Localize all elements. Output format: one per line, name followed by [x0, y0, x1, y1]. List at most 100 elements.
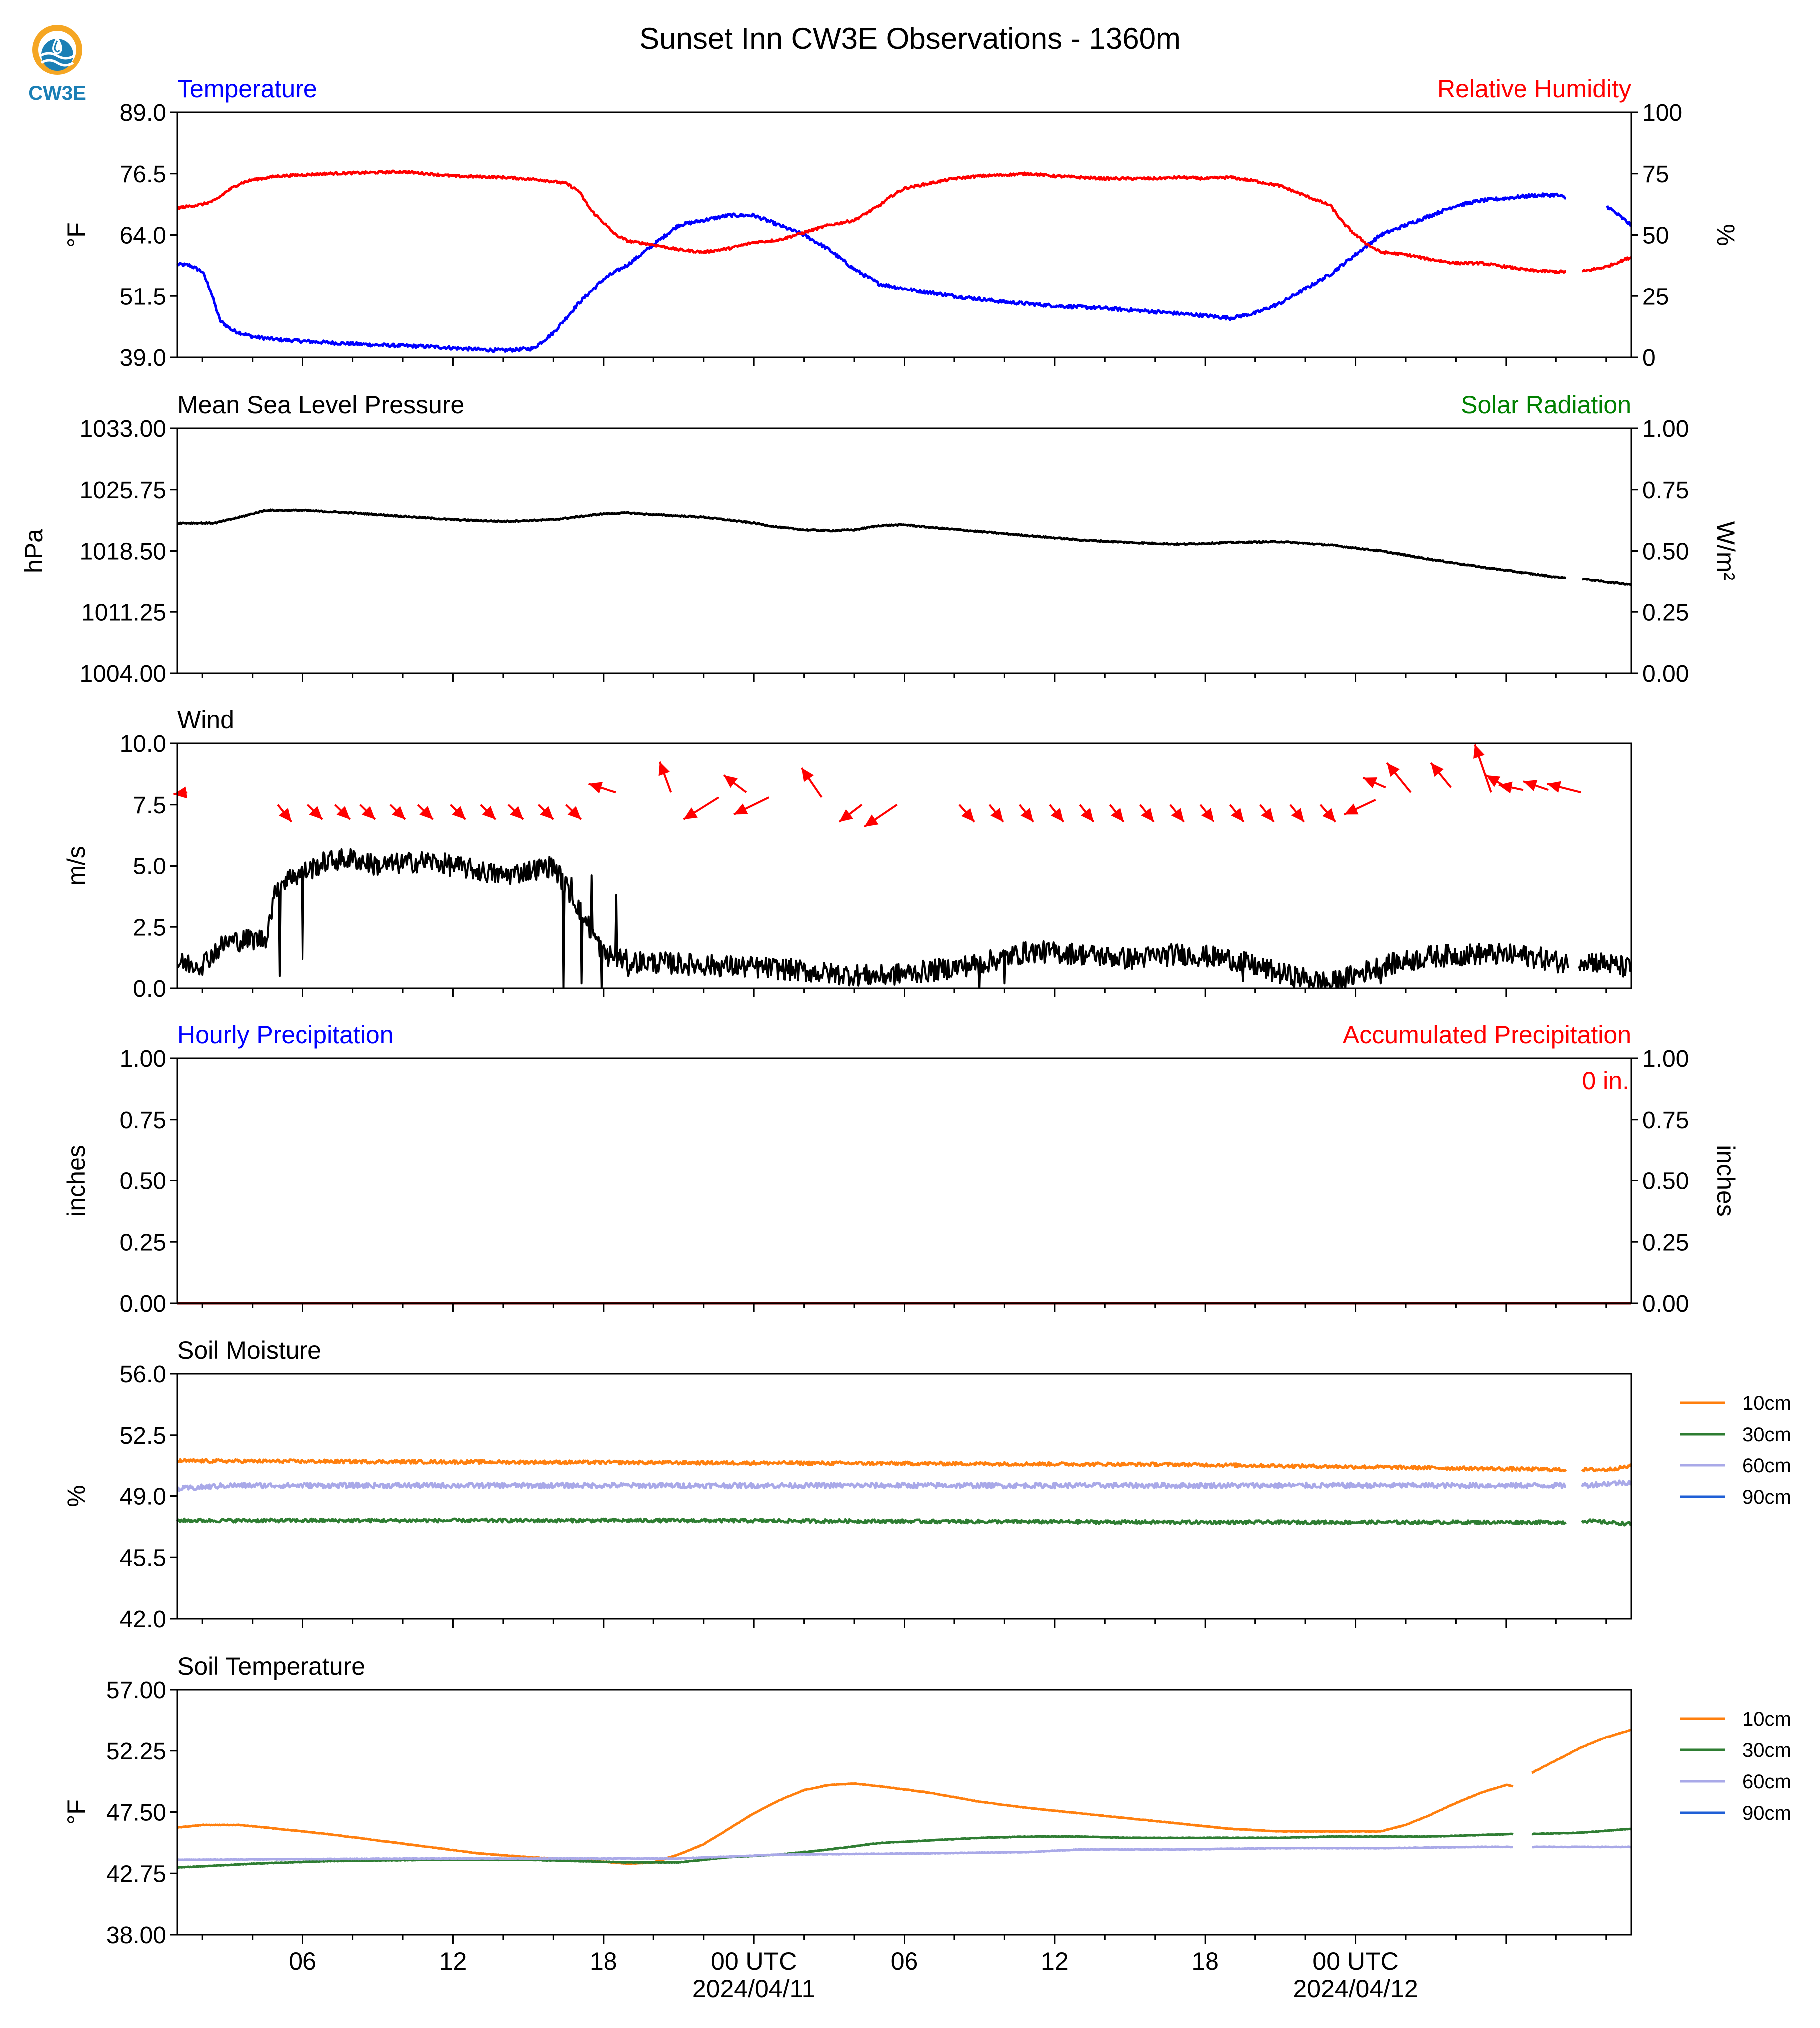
y-tick-label: 1011.25	[81, 599, 166, 626]
y-tick-label-right: 1.00	[1642, 1046, 1689, 1072]
y-tick-label: 0.00	[120, 1291, 166, 1317]
wind-arrow-head	[990, 808, 1003, 822]
wind-arrow-head	[1291, 808, 1304, 822]
y-tick-label-right: 0	[1642, 345, 1656, 371]
wind-arrow-head	[1473, 744, 1485, 759]
panel-title-right: Accumulated Precipitation	[1343, 1021, 1631, 1049]
logo-text: CW3E	[28, 82, 86, 104]
y-tick-label-right: 100	[1642, 100, 1682, 126]
wind-arrow-head	[1523, 780, 1538, 791]
wind-arrows	[173, 744, 1582, 828]
x-tick-label: 12	[439, 1947, 467, 1975]
x-tick-label: 12	[1041, 1947, 1069, 1975]
series-line-wind	[177, 848, 1632, 989]
wind-arrow-head	[1111, 808, 1124, 822]
y-tick-label: 2.5	[133, 914, 166, 941]
y-tick-label-right: 0.00	[1642, 1291, 1689, 1317]
y-tick-label-right: 0.75	[1642, 1107, 1689, 1134]
y-tick-label-right: 25	[1642, 284, 1669, 310]
wind-arrow-head	[1344, 803, 1359, 815]
y-tick-label: 0.75	[120, 1107, 166, 1134]
wind-arrow-head	[1020, 808, 1034, 822]
y-tick-label: 38.00	[106, 1922, 166, 1949]
wind-arrow-head	[1141, 808, 1154, 822]
wind-arrow-head	[1081, 808, 1094, 822]
wind-arrow-head	[658, 761, 670, 776]
wind-arrow-head	[309, 806, 323, 820]
wind-arrow-head	[419, 806, 433, 820]
panel-title-left: Hourly Precipitation	[177, 1021, 394, 1049]
series-line-60cm	[176, 1479, 1632, 1492]
y-tick-label: 39.0	[120, 345, 166, 371]
panel-precip: 1.00 0.75 0.50 0.25 0.00 1.00 0.75 0.50 0.25 0.00…	[62, 1021, 1740, 1317]
wind-arrow-head	[1387, 763, 1400, 777]
y-tick-label: 52.5	[120, 1423, 166, 1449]
legend-label: 10cm	[1742, 1392, 1791, 1414]
wind-arrow-head	[361, 806, 375, 820]
panel-title-left: Temperature	[177, 75, 317, 103]
legend-label: 60cm	[1742, 1455, 1791, 1477]
x-tick-label: 00 UTC	[711, 1947, 797, 1975]
y-axis-label: %	[62, 1485, 90, 1507]
cw3e-logo	[32, 25, 82, 75]
x-tick-label: 06	[891, 1947, 918, 1975]
y-tick-label-right: 0.75	[1642, 477, 1689, 504]
series-line-mean-sea-level-pressure	[176, 508, 1632, 586]
series-line-temperature	[176, 192, 1633, 353]
y-tick-label: 57.00	[106, 1677, 166, 1704]
wind-arrow-head	[336, 806, 350, 820]
y-tick-label: 42.75	[106, 1861, 166, 1887]
panel-title-left: Soil Temperature	[177, 1652, 365, 1680]
accumulated-total-label: 0 in.	[1582, 1067, 1629, 1095]
y-tick-label: 5.0	[133, 854, 166, 880]
x-tick-label: 18	[590, 1947, 617, 1975]
wind-arrow-head	[723, 775, 738, 788]
y-axis-label: m/s	[62, 846, 90, 886]
y-tick-label: 0.0	[133, 976, 166, 1002]
wind-arrow-head	[1050, 808, 1064, 822]
y-tick-label: 64.0	[120, 223, 166, 249]
wind-arrow-head	[452, 806, 466, 820]
panel-temp_rh: 89.0 76.5 64.0 51.5 39.0 100 75 50 25 0 Temperatur…	[62, 75, 1740, 371]
x-date-label: 2024/04/11	[692, 1975, 816, 2003]
y-axis-label: °F	[62, 1799, 90, 1825]
legend-label: 90cm	[1742, 1802, 1791, 1824]
y-tick-label-right: 0.50	[1642, 1168, 1689, 1195]
panel-wind: 10.0 7.5 5.0 2.5 0.0 Wind m/s	[62, 706, 1632, 1002]
legend-label: 10cm	[1742, 1708, 1791, 1730]
y-tick-label-right: 0.50	[1642, 539, 1689, 565]
y-tick-label: 45.5	[120, 1545, 166, 1571]
y-tick-label-right: 50	[1642, 223, 1669, 249]
wind-arrow-head	[1547, 781, 1561, 793]
y-tick-label: 52.25	[106, 1738, 166, 1765]
y-tick-label: 76.5	[120, 161, 166, 188]
y-tick-label-right: 75	[1642, 161, 1669, 188]
panel-title-right: Solar Radiation	[1461, 391, 1631, 419]
wind-arrow-head	[1431, 763, 1444, 777]
panel-pressure: 1033.00 1025.75 1018.50 1011.25 1004.00 1.00 0…	[20, 391, 1740, 687]
panel-soil_temp: 57.00 52.25 47.50 42.75 38.00 Soil Temperatur…	[62, 1652, 1791, 2003]
y-tick-label-right: 1.00	[1642, 416, 1689, 442]
wind-arrow-head	[1322, 808, 1336, 822]
panel-title-left: Mean Sea Level Pressure	[177, 391, 464, 419]
x-tick-label: 00 UTC	[1312, 1947, 1398, 1975]
y-tick-label: 7.5	[133, 792, 166, 819]
panel-title-left: Soil Moisture	[177, 1336, 321, 1364]
y-tick-label: 1018.50	[79, 539, 166, 565]
figure-title: Sunset Inn CW3E Observations - 1360m	[639, 22, 1181, 55]
y-tick-label: 10.0	[120, 731, 166, 757]
wind-arrow-head	[1171, 808, 1184, 822]
y-axis-label-right: inches	[1712, 1145, 1740, 1217]
wind-arrow-head	[278, 808, 292, 822]
legend-label: 30cm	[1742, 1739, 1791, 1761]
wind-arrow-head	[510, 806, 524, 820]
y-tick-label: 56.0	[120, 1361, 166, 1388]
wind-arrow-head	[567, 806, 581, 820]
y-tick-label: 1004.00	[79, 661, 166, 687]
series-line-30cm	[177, 1827, 1632, 1869]
y-tick-label: 47.50	[106, 1800, 166, 1826]
wind-arrow-head	[392, 806, 406, 820]
wind-arrow-head	[1261, 808, 1274, 822]
y-tick-label: 0.25	[120, 1229, 166, 1256]
y-tick-label: 51.5	[120, 284, 166, 310]
